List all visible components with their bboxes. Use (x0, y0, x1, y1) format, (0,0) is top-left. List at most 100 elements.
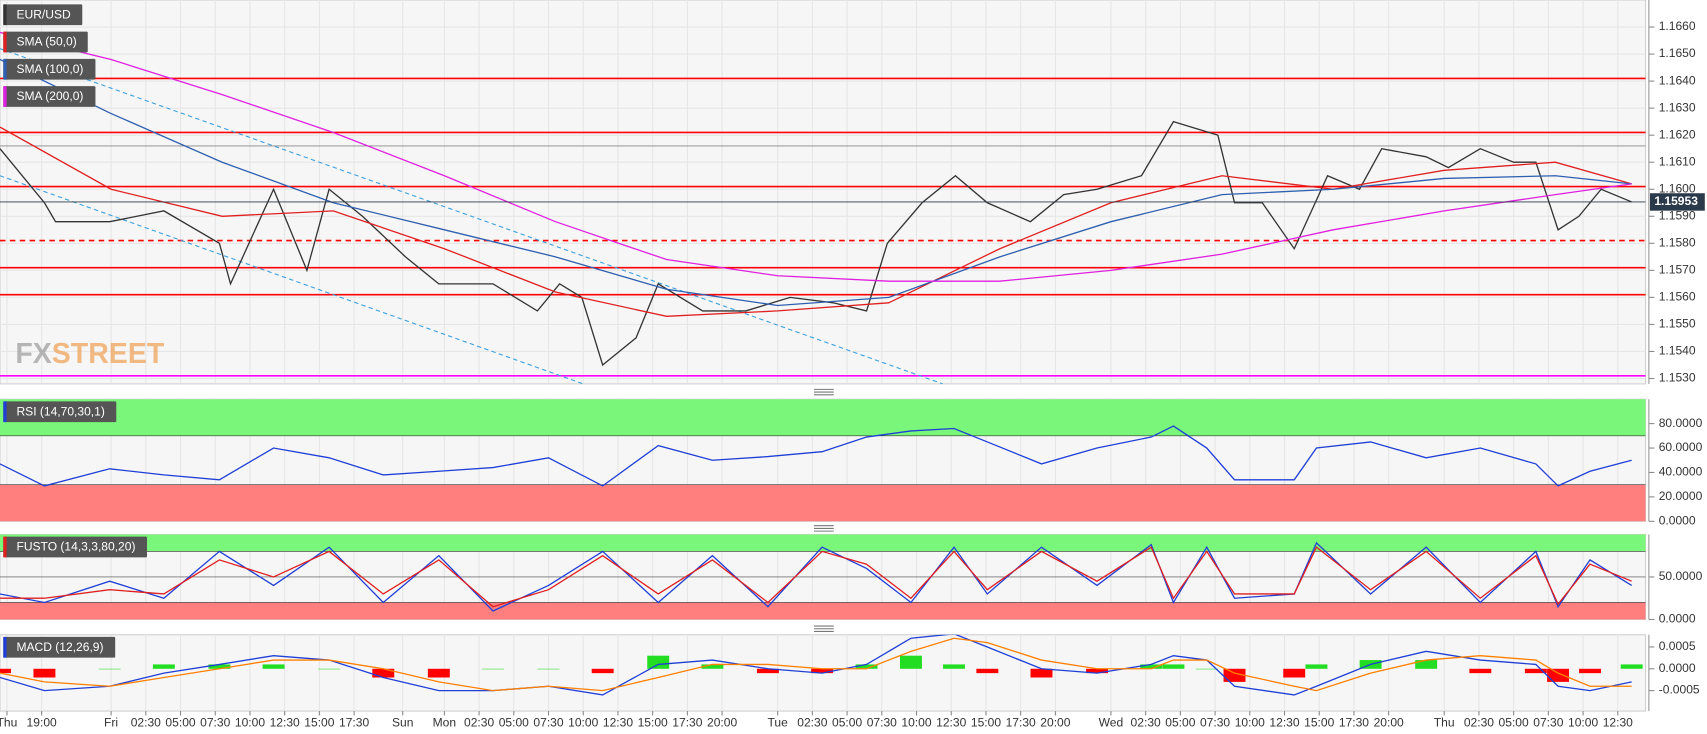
histogram-bar (208, 664, 231, 669)
band (0, 399, 1646, 436)
legend-box (3, 4, 83, 26)
y-tick-label: 1.1590 (1659, 208, 1696, 222)
legend-item: FUSTO (14,3,3,80,20) (3, 536, 148, 558)
x-tick-label: 12:30 (1269, 715, 1299, 729)
histogram-bar (756, 668, 779, 674)
x-tick-label: 05:00 (832, 715, 862, 729)
x-tick-label: Wed (1099, 715, 1124, 729)
band (0, 484, 1646, 522)
series-line (0, 120, 1632, 367)
last-price-label: 1.15953 (1654, 194, 1698, 208)
plot-area (0, 399, 1646, 522)
series-line (0, 31, 1632, 282)
y-tick-label: 1.1540 (1659, 344, 1696, 358)
band (0, 534, 1646, 552)
y-tick-label: 60.0000 (1659, 440, 1703, 454)
histogram-bar (1086, 668, 1109, 674)
y-tick-label: 80.0000 (1659, 416, 1703, 430)
histogram-bar (318, 668, 341, 670)
y-tick-label: 1.1640 (1659, 73, 1696, 87)
series-line (0, 634, 1632, 696)
x-tick-label: 07:30 (533, 715, 563, 729)
series-line (0, 546, 1632, 608)
y-tick-label: 40.0000 (1659, 465, 1703, 479)
histogram-bar (372, 668, 395, 678)
histogram-bar (1140, 664, 1163, 669)
y-tick-label: 0.0000 (1659, 514, 1696, 528)
x-tick-label: 20:00 (1040, 715, 1070, 729)
histogram-bar (537, 668, 560, 670)
legend-swatch (3, 4, 7, 26)
series-line (0, 425, 1632, 487)
band (0, 602, 1646, 620)
x-tick-label: 07:30 (200, 715, 230, 729)
x-tick-label: 05:00 (1165, 715, 1195, 729)
y-tick-label: 1.1570 (1659, 263, 1696, 277)
histogram-bar (1162, 664, 1185, 669)
y-tick-label: 50.0000 (1659, 569, 1703, 583)
x-tick-label: 02:30 (131, 715, 161, 729)
histogram-bar (98, 668, 121, 670)
legend-label: MACD (12,26,9) (16, 640, 103, 654)
x-tick-label: Sun (392, 715, 413, 729)
legend-item: MACD (12,26,9) (3, 636, 116, 658)
histogram-bar (1305, 664, 1328, 669)
histogram-bar (152, 664, 175, 669)
histogram-bar (482, 668, 504, 670)
trend-line (0, 48, 944, 384)
x-tick-label: 17:30 (339, 715, 369, 729)
x-tick-label: 02:30 (1464, 715, 1494, 729)
legend-swatch (3, 58, 7, 80)
legend-item: SMA (50,0) (3, 31, 88, 53)
x-tick-label: Thu (1434, 715, 1455, 729)
panel-background (0, 0, 1647, 385)
histogram-bar (427, 668, 450, 678)
histogram-bar (1030, 668, 1053, 678)
x-tick-label: 07:30 (867, 715, 897, 729)
histogram-bar (976, 668, 999, 674)
x-tick-label: 05:00 (165, 715, 195, 729)
legend-box (3, 31, 88, 53)
y-tick-label: 1.1600 (1659, 181, 1696, 195)
panel-handles (814, 388, 834, 633)
legend-box (3, 401, 117, 423)
y-tick-label: 0.0000 (1659, 661, 1696, 675)
legend-label: SMA (50,0) (16, 35, 76, 49)
x-tick-label: Mon (433, 715, 456, 729)
histogram-bar (1620, 664, 1643, 669)
y-tick-label: 0.0005 (1659, 639, 1696, 653)
y-tick-label: 20.0000 (1659, 489, 1703, 503)
x-tick-label: 17:30 (1339, 715, 1369, 729)
legend-item: RSI (14,70,30,1) (3, 401, 117, 423)
legend-box (3, 58, 96, 80)
histogram-bar (0, 668, 11, 674)
x-tick-label: 12:30 (270, 715, 300, 729)
histogram-bar (591, 668, 614, 674)
series-line (0, 58, 1632, 307)
x-tick-label: 15:00 (304, 715, 334, 729)
histogram-bar (811, 668, 834, 674)
y-tick-label: 1.1530 (1659, 371, 1696, 385)
y-tick-label: 1.1620 (1659, 127, 1696, 141)
histogram-bar (701, 664, 724, 669)
y-tick-label: 1.1560 (1659, 290, 1696, 304)
x-tick-label: 10:00 (568, 715, 598, 729)
histogram-bar (1547, 668, 1570, 682)
plot-area (0, 0, 1646, 384)
x-tick-label: 10:00 (1235, 715, 1265, 729)
x-tick-label: 12:30 (936, 715, 966, 729)
x-tick-label: 17:30 (672, 715, 702, 729)
x-tick-label: Fri (104, 715, 118, 729)
x-tick-label: 20:00 (707, 715, 737, 729)
trend-line (0, 175, 584, 384)
legend-label: RSI (14,70,30,1) (16, 404, 104, 418)
legend-label: FUSTO (14,3,3,80,20) (16, 540, 135, 554)
histogram-bar (1469, 668, 1492, 674)
histogram-bar (943, 664, 965, 669)
legend-swatch (3, 636, 7, 658)
watermark: FX (15, 338, 51, 370)
plot-area (0, 534, 1646, 620)
x-tick-label: Thu (0, 715, 17, 729)
